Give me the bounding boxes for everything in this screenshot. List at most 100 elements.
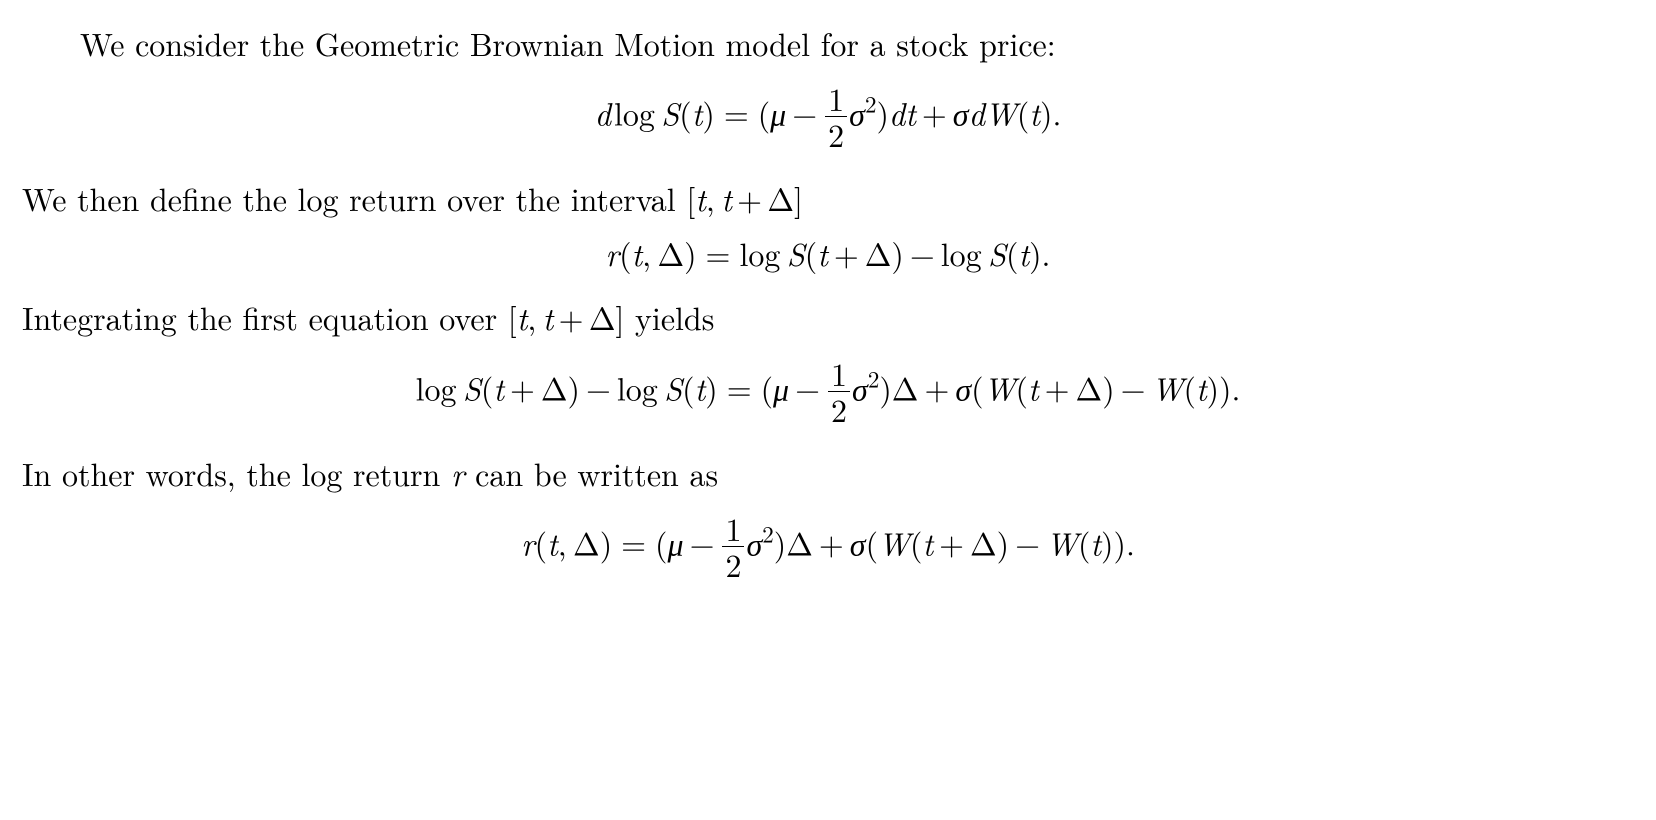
- equation-2: r(t, Δ)=log S(t+Δ)−log S(t).: [22, 238, 1634, 270]
- sym-delta: Δ: [589, 295, 616, 340]
- op-minus: −: [580, 365, 617, 410]
- sym-t: t: [1029, 90, 1040, 135]
- frac-half: 12: [825, 83, 847, 151]
- rparen: ): [1101, 520, 1113, 565]
- sym-W: W: [1152, 365, 1184, 410]
- rparen: ): [876, 90, 888, 135]
- op-plus: +: [918, 365, 955, 410]
- fn-log: log: [739, 231, 786, 276]
- comma: ,: [706, 176, 721, 221]
- sym-mu: μ: [770, 90, 786, 135]
- sym-t: t: [493, 365, 504, 410]
- text: can be written as: [465, 451, 719, 496]
- rbracket: ]: [794, 176, 803, 221]
- op-minus: −: [786, 90, 823, 135]
- lparen: (: [761, 365, 773, 410]
- sym-t: t: [517, 295, 528, 340]
- text: In other words, the log return: [22, 451, 451, 496]
- document-page: We consider the Geometric Brownian Motio…: [0, 0, 1656, 581]
- math: r(t, Δ)=(μ−12σ2)Δ+σ(W(t+Δ)−W(t)).: [521, 513, 1135, 581]
- frac-half: 12: [828, 358, 850, 426]
- rparen: ): [891, 231, 903, 276]
- sym-t: t: [695, 176, 706, 221]
- fn-log: log: [941, 231, 988, 276]
- rparen: ): [1219, 365, 1231, 410]
- lbracket: [: [686, 176, 695, 221]
- sym-t: t: [692, 90, 703, 135]
- fn-log: log: [617, 365, 664, 410]
- rparen: ): [684, 231, 696, 276]
- rparen: ): [997, 520, 1009, 565]
- sym-t: t: [547, 520, 558, 565]
- lparen: (: [758, 90, 770, 135]
- lparen: (: [481, 365, 493, 410]
- op-equals: =: [718, 365, 761, 410]
- sym-S: S: [661, 90, 679, 135]
- rparen: ): [1029, 231, 1041, 276]
- inline-math: r: [451, 452, 465, 495]
- sym-sigma: σ: [955, 365, 971, 410]
- comma: ,: [558, 520, 573, 565]
- rparen: ): [879, 365, 891, 410]
- text: We then define the log return over the i…: [22, 176, 686, 221]
- frac-half: 12: [722, 513, 744, 581]
- fn-log: log: [416, 365, 463, 410]
- lparen: (: [679, 90, 691, 135]
- fn-log: log: [614, 90, 661, 135]
- op-minus: −: [904, 231, 941, 276]
- text: We consider the Geometric Brownian Motio…: [80, 21, 1056, 66]
- lparen: (: [866, 520, 878, 565]
- sym-delta: Δ: [892, 365, 919, 410]
- comma: ,: [527, 295, 542, 340]
- sym-t: t: [922, 520, 933, 565]
- sym-t: t: [1028, 365, 1039, 410]
- rparen: ): [774, 520, 786, 565]
- sym-r: r: [451, 451, 465, 496]
- sym-sigma: σ: [849, 90, 865, 135]
- op-minus: −: [684, 520, 721, 565]
- op-plus: +: [933, 520, 970, 565]
- lparen: (: [971, 365, 983, 410]
- sym-t: t: [1090, 520, 1101, 565]
- sym-t: t: [695, 365, 706, 410]
- lparen: (: [1184, 365, 1196, 410]
- op-minus: −: [1115, 365, 1152, 410]
- lparen: (: [805, 231, 817, 276]
- op-plus: +: [813, 520, 850, 565]
- sym-delta: Δ: [1076, 365, 1103, 410]
- rparen: ): [1040, 90, 1052, 135]
- sym-S: S: [463, 365, 481, 410]
- sym-sigma: σ: [852, 365, 868, 410]
- sup-2: 2: [868, 361, 880, 394]
- math: log S(t+Δ)−log S(t)=(μ−12σ2)Δ+σ(W(t+Δ)−W…: [416, 358, 1241, 426]
- lparen: (: [1017, 90, 1029, 135]
- sym-t: t: [1018, 231, 1029, 276]
- sym-delta: Δ: [786, 520, 813, 565]
- sym-dt: dt: [889, 90, 916, 135]
- sym-S: S: [988, 231, 1006, 276]
- sym-sigma: σ: [746, 520, 762, 565]
- frac-den: 2: [825, 117, 847, 151]
- inline-math: [t, t + Δ]: [508, 296, 625, 339]
- rparen: ): [600, 520, 612, 565]
- sym-W: W: [1046, 520, 1078, 565]
- op-plus: +: [504, 365, 541, 410]
- op-equals: =: [697, 231, 740, 276]
- math: r(t, Δ)=log S(t+Δ)−log S(t).: [606, 238, 1051, 270]
- equation-1: dlog S(t)=(μ−12σ2)dt+σdW(t).: [22, 83, 1634, 151]
- op-plus: +: [916, 90, 953, 135]
- lparen: (: [1006, 231, 1018, 276]
- sym-sigma: σ: [850, 520, 866, 565]
- sup-2: 2: [762, 516, 774, 549]
- paragraph-2: We then define the log return over the i…: [22, 177, 1634, 220]
- sym-t: t: [632, 231, 643, 276]
- lparen: (: [535, 520, 547, 565]
- op-plus: +: [1039, 365, 1076, 410]
- sym-mu: μ: [773, 365, 789, 410]
- math: dlog S(t)=(μ−12σ2)dt+σdW(t).: [595, 83, 1062, 151]
- sym-delta: Δ: [541, 365, 568, 410]
- op-plus: +: [828, 231, 865, 276]
- sym-d: d: [595, 90, 611, 135]
- rparen: ): [1114, 520, 1126, 565]
- sym-S: S: [664, 365, 682, 410]
